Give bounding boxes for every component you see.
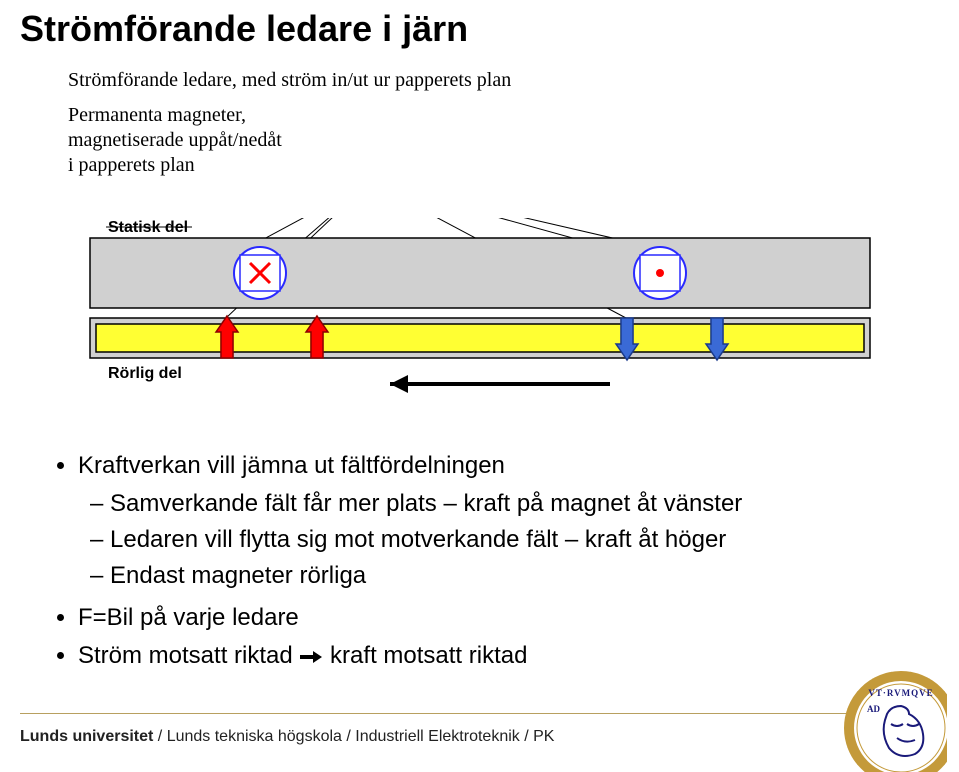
- bullet-ul: Kraftverkan vill jämna ut fältfördelning…: [50, 448, 742, 674]
- lead-line-1: Strömförande ledare, med ström in/ut ur …: [68, 68, 568, 93]
- bullet-item: Ström motsatt riktad kraft motsatt rikta…: [78, 638, 742, 674]
- motor-diagram: Statisk delRörlig del: [30, 218, 930, 438]
- sub-bullet-item: Samverkande fält får mer plats – kraft p…: [110, 486, 742, 522]
- lead-line-3: magnetiserade uppåt/nedåt: [68, 128, 568, 153]
- bullet-item: F=Bil på varje ledare: [78, 600, 742, 636]
- footer-text: Lunds universitet / Lunds tekniska högsk…: [20, 728, 554, 746]
- slide: Strömförande ledare i järn Strömförande …: [0, 0, 959, 772]
- university-seal-icon: VT·RVMQVE AD: [837, 662, 947, 772]
- footer-divider: [20, 713, 939, 714]
- arrow-right-icon: [299, 649, 323, 665]
- svg-text:AD: AD: [867, 704, 880, 714]
- sub-bullet-item: Endast magneter rörliga: [110, 558, 742, 594]
- sub-bullet-ul: Samverkande fält får mer plats – kraft p…: [78, 486, 742, 594]
- bullet-list: Kraftverkan vill jämna ut fältfördelning…: [50, 448, 742, 676]
- bullet-text: kraft motsatt riktad: [323, 642, 527, 669]
- footer-rest: / Lunds tekniska högskola / Industriell …: [153, 728, 554, 745]
- svg-text:Rörlig del: Rörlig del: [108, 365, 182, 382]
- bullet-text: Ström motsatt riktad: [78, 642, 299, 669]
- footer-bold: Lunds universitet: [20, 728, 153, 745]
- bullet-item: Kraftverkan vill jämna ut fältfördelning…: [78, 448, 742, 594]
- lead-line-4: i papperets plan: [68, 153, 568, 178]
- svg-text:VT·RVMQVE: VT·RVMQVE: [868, 688, 933, 698]
- page-title: Strömförande ledare i järn: [20, 8, 468, 50]
- lead-line-2: Permanenta magneter,: [68, 103, 568, 128]
- lead-text: Strömförande ledare, med ström in/ut ur …: [68, 68, 568, 178]
- sub-bullet-item: Ledaren vill flytta sig mot motverkande …: [110, 522, 742, 558]
